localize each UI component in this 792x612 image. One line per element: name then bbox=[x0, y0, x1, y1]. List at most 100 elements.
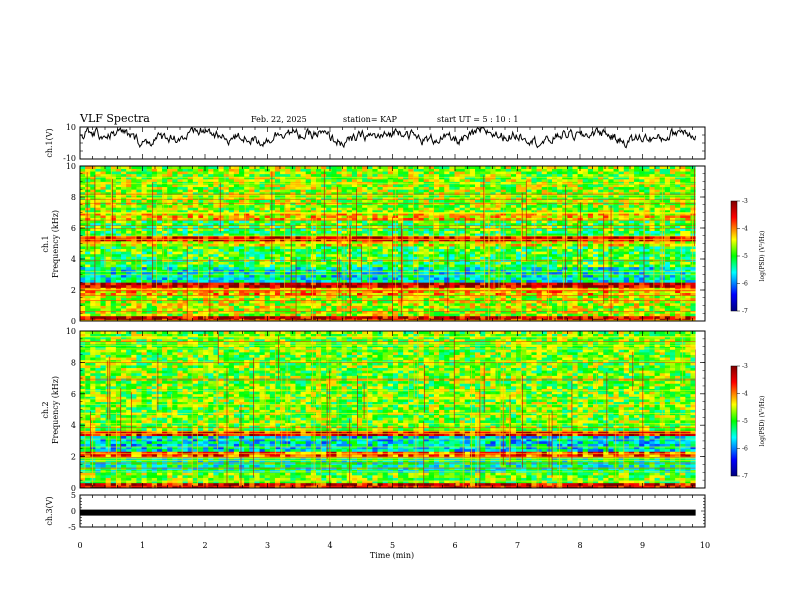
spectrogram-cell bbox=[228, 178, 235, 182]
spectrogram-cell bbox=[300, 246, 307, 250]
spectrogram-cell bbox=[310, 266, 317, 270]
spectrogram-cell bbox=[321, 292, 327, 296]
spectrogram-cell bbox=[131, 313, 137, 317]
spectrogram-cell bbox=[449, 243, 455, 247]
spectrogram-cell bbox=[223, 279, 230, 283]
spectrogram-cell bbox=[249, 228, 255, 231]
spectrogram-cell bbox=[454, 261, 461, 265]
spectrogram-cell bbox=[428, 246, 435, 250]
spectrogram-cell bbox=[382, 191, 389, 195]
spectrogram-cell bbox=[357, 251, 363, 255]
spectrogram-cell bbox=[490, 261, 496, 265]
spectrogram-cell bbox=[464, 310, 471, 314]
spectrogram-cell bbox=[208, 274, 214, 278]
spectrogram-cell bbox=[305, 292, 312, 296]
spectrogram-cell bbox=[459, 284, 466, 288]
spectrogram-cell bbox=[203, 233, 209, 237]
spectrogram-cell bbox=[90, 228, 96, 231]
spectrogram-cell bbox=[218, 315, 225, 319]
spectrogram-cell bbox=[182, 178, 189, 182]
spectrogram-cell bbox=[203, 209, 209, 213]
spectrogram-cell bbox=[418, 251, 425, 255]
spectrogram-cell bbox=[341, 178, 348, 182]
spectrogram-cell bbox=[131, 243, 137, 247]
spectrogram-cell bbox=[495, 318, 502, 321]
spectrogram-cell bbox=[223, 207, 230, 211]
spectrogram-cell bbox=[162, 269, 168, 273]
spectrogram-cell bbox=[115, 264, 122, 268]
spectrogram-cell bbox=[377, 282, 384, 286]
spectrogram-cell bbox=[110, 191, 117, 195]
spectrogram-cell bbox=[233, 173, 240, 177]
spectrogram-cell bbox=[310, 225, 317, 229]
spectrogram-cell bbox=[208, 184, 214, 188]
spectrogram-cell bbox=[310, 233, 317, 237]
spectrogram-cell bbox=[228, 199, 235, 203]
spectrogram-cell bbox=[423, 194, 430, 198]
spectrogram-cell bbox=[85, 207, 91, 211]
spectrogram-cell bbox=[280, 240, 286, 244]
spectrogram-cell bbox=[259, 274, 266, 278]
spectrogram-cell bbox=[398, 202, 404, 206]
spectrogram-cell bbox=[490, 248, 496, 252]
spectrogram-cell bbox=[239, 233, 245, 237]
spectrogram-cell bbox=[254, 246, 260, 250]
spectrogram-cell bbox=[300, 197, 307, 200]
spectrogram-cell bbox=[100, 243, 107, 247]
spectrogram-cell bbox=[136, 222, 142, 226]
spectrogram-cell bbox=[408, 313, 414, 317]
spectrogram-cell bbox=[203, 189, 209, 193]
spectrogram-cell bbox=[351, 222, 358, 226]
spectrogram-cell bbox=[203, 197, 209, 200]
spectrogram-cell bbox=[295, 256, 301, 260]
spectrogram-cell bbox=[433, 310, 440, 314]
spectrogram-cell bbox=[464, 274, 471, 278]
spectrogram-cell bbox=[367, 308, 373, 312]
spectrogram-cell bbox=[290, 228, 296, 231]
spectrogram-cell bbox=[300, 209, 307, 213]
spectrogram-cell bbox=[321, 235, 327, 239]
spectrogram-cell bbox=[326, 202, 332, 206]
spectrogram-cell bbox=[433, 191, 440, 195]
spectrogram-cell bbox=[290, 173, 296, 177]
spectrogram-cell bbox=[290, 271, 296, 275]
spectrogram-cell bbox=[105, 173, 112, 177]
spectrogram-cell bbox=[146, 220, 153, 224]
spectrogram-cell bbox=[254, 199, 260, 203]
spectrogram-cell bbox=[372, 215, 378, 219]
spectrogram-cell bbox=[115, 168, 122, 172]
spectrogram-cell bbox=[398, 173, 404, 177]
spectrogram-cell bbox=[162, 313, 168, 317]
spectrogram-cell bbox=[444, 310, 450, 314]
spectrogram-cell bbox=[459, 243, 466, 247]
spectrogram-cell bbox=[449, 215, 455, 219]
spectrogram-cell bbox=[167, 290, 173, 293]
spectrogram-cell bbox=[300, 243, 307, 247]
spectrogram-cell bbox=[485, 197, 491, 200]
spectrogram-cell bbox=[223, 297, 230, 301]
spectrogram-cell bbox=[469, 202, 476, 206]
spectrogram-cell bbox=[182, 277, 189, 281]
spectrogram-cell bbox=[485, 171, 491, 175]
spectrogram-cell bbox=[136, 225, 142, 229]
ch1-ytick-top: 10 bbox=[66, 123, 76, 132]
spectrogram-cell bbox=[151, 292, 158, 296]
spectrogram-cell bbox=[357, 253, 363, 257]
spectrogram-cell bbox=[480, 220, 486, 224]
spectrogram-cell bbox=[280, 191, 286, 195]
spectrogram-cell bbox=[357, 225, 363, 229]
spectrogram-cell bbox=[480, 313, 486, 317]
spectrogram-cell bbox=[305, 248, 312, 252]
spectrogram-cell bbox=[295, 308, 301, 312]
spectrogram-cell bbox=[367, 246, 373, 250]
spectrogram-cell bbox=[151, 310, 158, 314]
spectrogram-cell bbox=[151, 204, 158, 208]
spectrogram-cell bbox=[182, 215, 189, 219]
spectrogram-cell bbox=[239, 279, 245, 283]
spectrogram-cell bbox=[187, 178, 194, 182]
spectrogram-cell bbox=[403, 168, 409, 172]
spectrogram-cell bbox=[285, 209, 291, 213]
spectrogram-cell bbox=[295, 233, 301, 237]
spectrogram-cell bbox=[372, 269, 378, 273]
spectrogram-cell bbox=[418, 284, 425, 288]
